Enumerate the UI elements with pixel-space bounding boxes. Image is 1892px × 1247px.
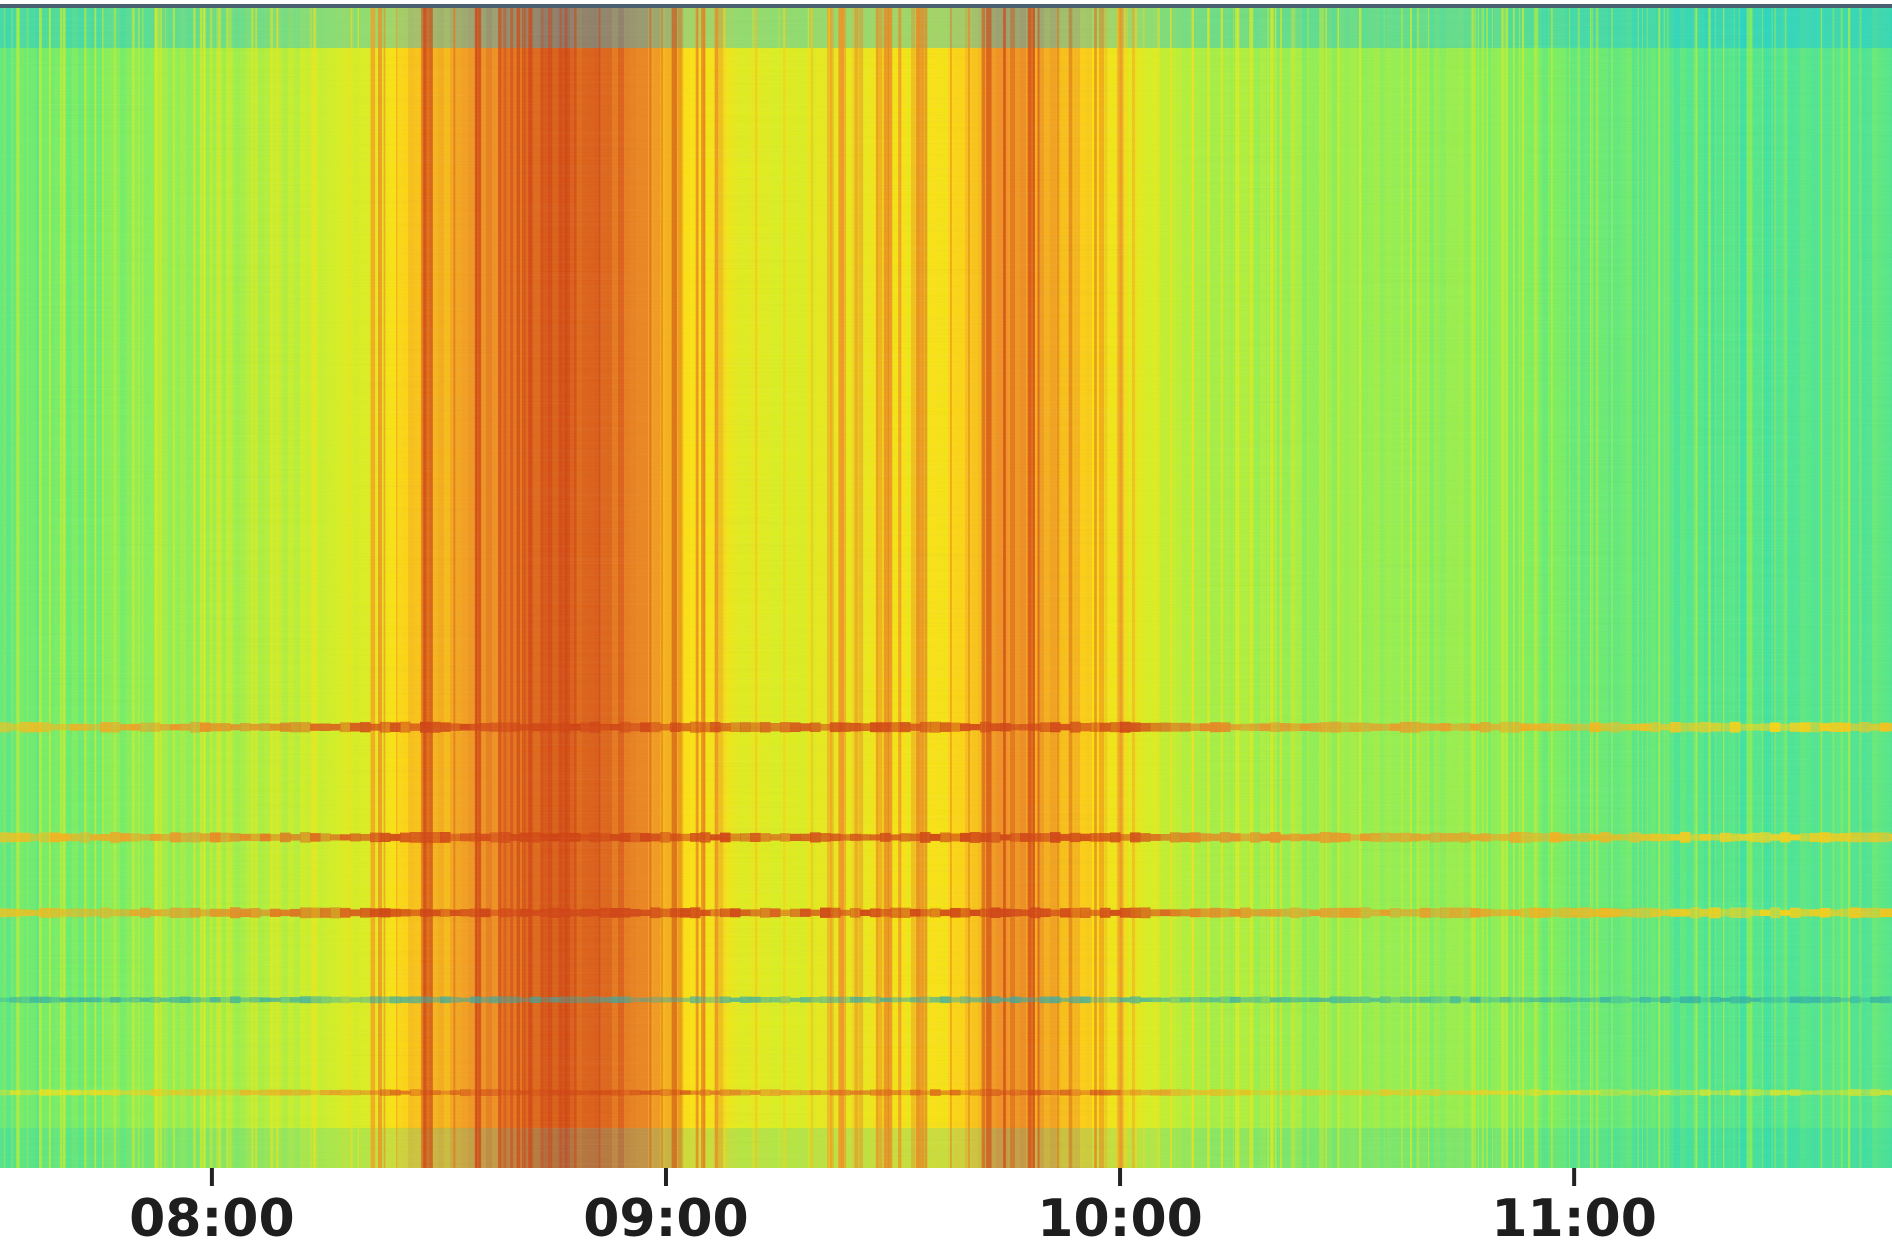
x-tick-label: 11:00 <box>1491 1189 1657 1243</box>
x-tick-label: 10:00 <box>1037 1189 1203 1243</box>
heatmap-grain <box>0 8 1892 1168</box>
x-tick-label: 08:00 <box>129 1189 295 1243</box>
plot-area <box>0 4 1892 1168</box>
x-axis: 08:00 09:00 10:00 11:00 <box>129 1168 1657 1247</box>
x-tick-label: 09:00 <box>583 1189 749 1243</box>
